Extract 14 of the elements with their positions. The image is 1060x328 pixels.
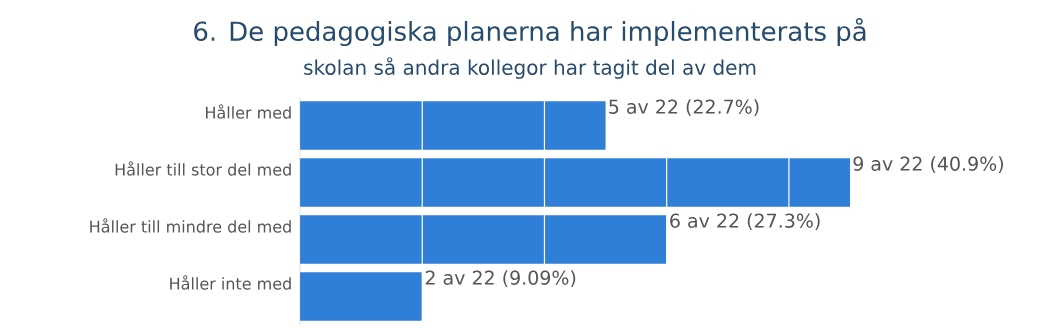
chart-title: 6. De pedagogiska planerna har implementerats på [194,17,866,47]
y-tick-label: Håller med [205,104,291,119]
bar [300,215,667,264]
bar [300,158,851,207]
y-tick-label: Håller till mindre del med [90,218,291,233]
data-label: 5 av 22 (22.7%) [609,99,759,117]
chart-subtitle: skolan så andra kollegor har tagit del av dem [304,57,756,79]
y-tick-label: Håller till stor del med [115,161,291,176]
data-label: 6 av 22 (27.3%) [670,213,820,231]
bar [300,272,423,321]
y-tick-label: Håller inte med [170,275,291,290]
data-label: 2 av 22 (9.09%) [425,270,576,288]
data-label: 9 av 22 (40.9%) [853,156,1004,174]
bar [300,101,606,150]
